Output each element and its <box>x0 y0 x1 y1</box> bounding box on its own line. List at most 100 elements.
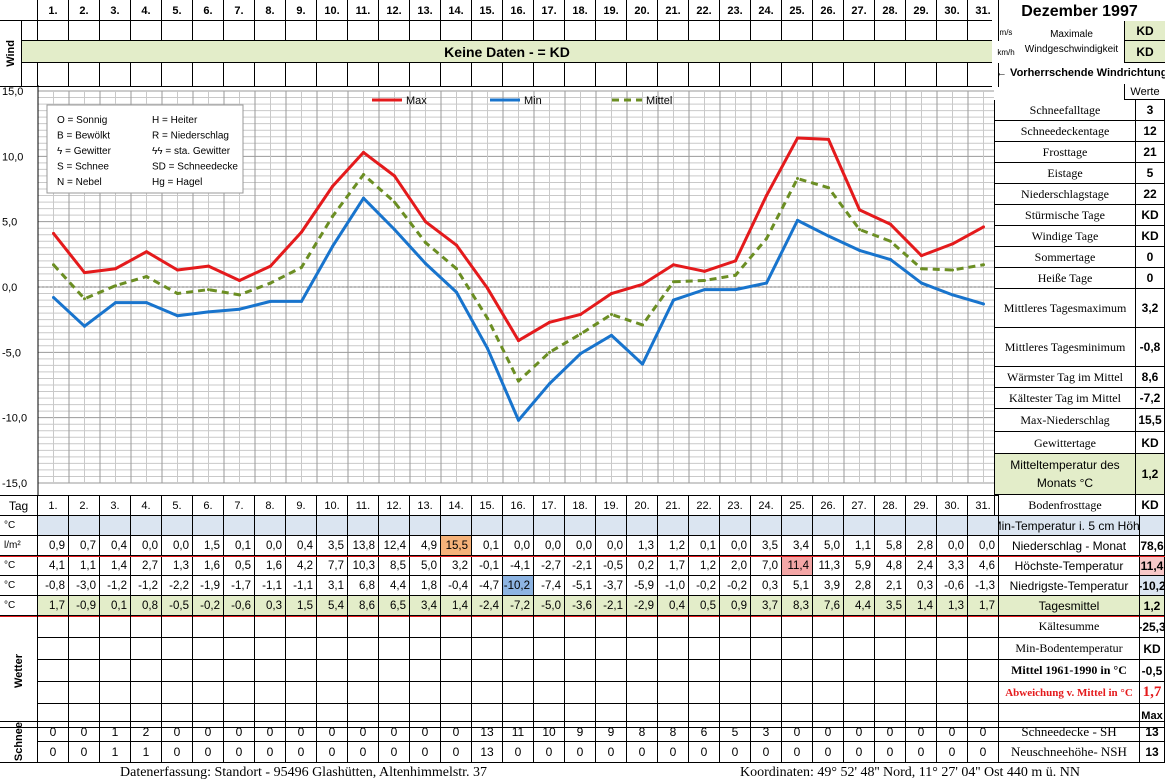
wetter-cell <box>286 704 317 728</box>
row-total: -10,2 <box>1140 576 1165 596</box>
table-cell: 3,4 <box>410 596 441 616</box>
tag-header-cell: 5. <box>162 495 193 516</box>
snow-cell: 0 <box>968 742 999 763</box>
extra-value: -25,3 <box>1140 616 1165 638</box>
wetter-cell <box>224 660 255 682</box>
series-point-max <box>207 264 210 268</box>
wind-cell <box>100 63 131 87</box>
legend-code-right: R = Niederschlag <box>152 131 229 142</box>
wetter-cell <box>782 660 813 682</box>
table-cell: 0,0 <box>255 536 286 556</box>
series-point-mittel <box>176 292 179 296</box>
day-header-cell: 16. <box>503 0 534 21</box>
wind-cell <box>565 21 596 41</box>
table-cell: 1,1 <box>844 536 875 556</box>
summary-row: Mittleres Tagesminimum -0,8 <box>994 328 1165 367</box>
wetter-cell <box>503 616 534 638</box>
table-cell: 5,4 <box>317 596 348 616</box>
wetter-cell <box>596 660 627 682</box>
snow-cell: 0 <box>255 721 286 742</box>
series-point-mittel <box>393 200 396 204</box>
series-point-min <box>548 382 551 386</box>
wind-cell <box>255 63 286 87</box>
series-point-mittel <box>424 241 427 245</box>
tag-header-cell: 16. <box>503 495 534 516</box>
series-point-mittel <box>517 379 520 383</box>
table-cell <box>286 516 317 536</box>
wetter-cell <box>534 638 565 660</box>
tag-header-cell: 23. <box>720 495 751 516</box>
wetter-cell <box>720 704 751 728</box>
table-cell: 4,4 <box>844 596 875 616</box>
table-cell: 0,8 <box>131 596 162 616</box>
wetter-cell <box>193 660 224 682</box>
table-cell: -2,1 <box>596 596 627 616</box>
wetter-cell <box>937 682 968 704</box>
table-cell: 0,0 <box>720 536 751 556</box>
table-cell: 5,9 <box>844 556 875 576</box>
series-point-max <box>610 292 613 296</box>
wind-cell <box>534 63 565 87</box>
day-header-cell: 2. <box>69 0 100 21</box>
wetter-cell <box>255 704 286 728</box>
snow-cell: 0 <box>627 742 658 763</box>
series-point-min <box>424 261 427 265</box>
schnee-label: Schnee <box>12 722 25 762</box>
day-header-cell: 22. <box>689 0 720 21</box>
wetter-cell <box>565 616 596 638</box>
series-point-max <box>238 278 241 282</box>
table-cell: -0,9 <box>69 596 100 616</box>
wind-cell <box>255 21 286 41</box>
summary-value: 5 <box>1146 166 1154 180</box>
wetter-cell <box>658 616 689 638</box>
wind-cell <box>224 21 255 41</box>
wetter-cell <box>131 616 162 638</box>
series-point-max <box>734 259 737 263</box>
day-header-cell: 24. <box>751 0 782 21</box>
wetter-cell <box>906 638 937 660</box>
wind-cell <box>38 63 69 87</box>
schnee-label-box: Schnee <box>0 721 38 763</box>
table-cell: -0,4 <box>441 576 472 596</box>
table-cell: 7,7 <box>317 556 348 576</box>
snow-cell: 0 <box>410 742 441 763</box>
snow-cell: 0 <box>782 721 813 742</box>
snow-cell: 0 <box>348 742 379 763</box>
table-cell: 0,5 <box>689 596 720 616</box>
series-point-max <box>83 271 86 275</box>
y-tick-label: 5,0 <box>2 217 17 229</box>
table-cell <box>596 516 627 536</box>
day-header-cell: 17. <box>534 0 565 21</box>
table-cell <box>782 516 813 536</box>
series-point-min <box>796 218 799 222</box>
tag-header-cell: 15. <box>472 495 503 516</box>
table-cell <box>875 516 906 536</box>
wetter-cell <box>720 682 751 704</box>
table-cell: 0,7 <box>69 536 100 556</box>
wind-cell <box>875 63 906 87</box>
wind-cell <box>286 21 317 41</box>
wetter-cell <box>379 660 410 682</box>
table-cell: 3,5 <box>875 596 906 616</box>
series-point-min <box>765 281 768 285</box>
table-cell: 6,5 <box>379 596 410 616</box>
wind-cell <box>410 21 441 41</box>
snow-cell: 0 <box>410 721 441 742</box>
summary-label: Niederschlagstage <box>995 184 1136 204</box>
wetter-cell <box>100 616 131 638</box>
legend-label-max: Max <box>406 95 427 107</box>
table-cell: 11,4 <box>782 556 813 576</box>
wetter-cell <box>844 616 875 638</box>
series-point-min <box>827 234 830 238</box>
table-cell: 1,5 <box>193 536 224 556</box>
table-cell: -1,3 <box>968 576 999 596</box>
snow-cell: 0 <box>937 742 968 763</box>
table-cell: 3,4 <box>782 536 813 556</box>
series-point-max <box>579 312 582 316</box>
wetter-cell <box>131 638 162 660</box>
wetter-cell <box>534 660 565 682</box>
snow-cell: 0 <box>968 721 999 742</box>
legend-code-right: SD = Schneedecke <box>152 162 238 173</box>
wetter-cell <box>38 660 69 682</box>
table-cell <box>255 516 286 536</box>
